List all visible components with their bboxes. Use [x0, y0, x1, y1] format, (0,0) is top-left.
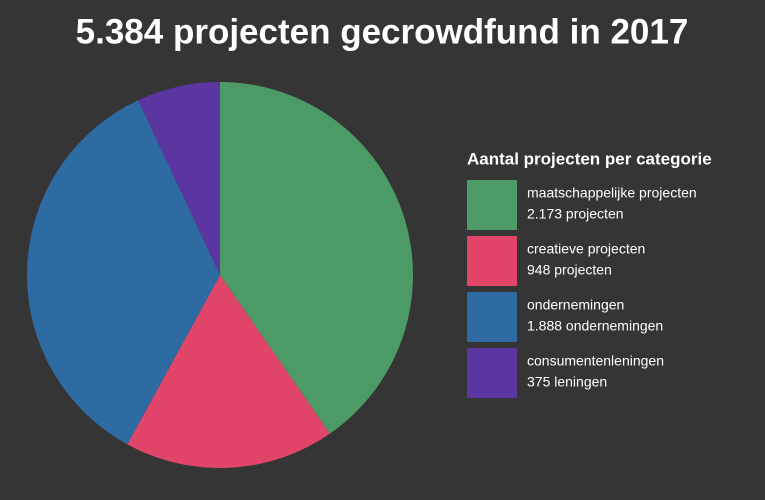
pie-slice	[27, 100, 220, 445]
legend-swatch	[467, 236, 517, 286]
legend-value: 948 projecten	[527, 262, 612, 278]
pie-slice	[220, 82, 413, 434]
legend-value: 1.888 ondernemingen	[527, 318, 663, 334]
legend-label: ondernemingen	[527, 297, 624, 313]
legend-label: maatschappelijke projecten	[527, 185, 697, 201]
legend-title: Aantal projecten per categorie	[467, 149, 712, 168]
legend-label: creatieve projecten	[527, 241, 645, 257]
pie-slice	[127, 275, 330, 468]
legend-swatch	[467, 348, 517, 398]
chart-title: 5.384 projecten gecrowdfund in 2017	[76, 12, 689, 51]
legend-swatch	[467, 292, 517, 342]
legend-swatch	[467, 180, 517, 230]
pie-slice	[138, 82, 220, 275]
legend-label: consumentenleningen	[527, 353, 664, 369]
legend-value: 375 leningen	[527, 374, 607, 390]
legend-value: 2.173 projecten	[527, 206, 624, 222]
